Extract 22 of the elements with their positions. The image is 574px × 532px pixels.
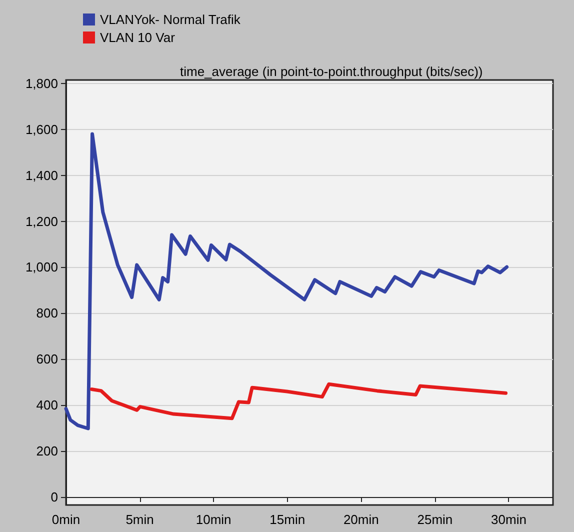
y-tick-label: 600 <box>36 352 58 367</box>
y-tick-label: 1,400 <box>25 168 58 183</box>
x-tick-label: 10min <box>196 512 232 527</box>
y-tick-label: 400 <box>36 398 58 413</box>
x-tick-label: 30min <box>491 512 526 527</box>
y-tick-label: 800 <box>36 306 58 321</box>
y-tick-label: 1,000 <box>25 260 58 275</box>
chart-title: time_average (in point-to-point.throughput (bits/sec)) <box>180 64 483 79</box>
x-tick-label: 20min <box>343 512 379 527</box>
x-tick-label: 5min <box>126 512 154 527</box>
y-tick-label: 1,200 <box>25 214 58 229</box>
x-tick-label: 15min <box>270 512 306 527</box>
y-tick-label: 200 <box>36 444 58 459</box>
y-tick-label: 1,600 <box>25 122 58 137</box>
legend-label: VLAN 10 Var <box>100 30 176 45</box>
y-tick-label: 0 <box>50 489 58 504</box>
y-tick-label: 1,800 <box>25 76 58 91</box>
line-series <box>64 132 509 430</box>
x-tick-label: 25min <box>417 512 453 527</box>
x-tick-label: 0min <box>52 512 80 527</box>
legend-label: VLANYok- Normal Trafik <box>100 12 241 27</box>
line-series <box>90 382 508 420</box>
